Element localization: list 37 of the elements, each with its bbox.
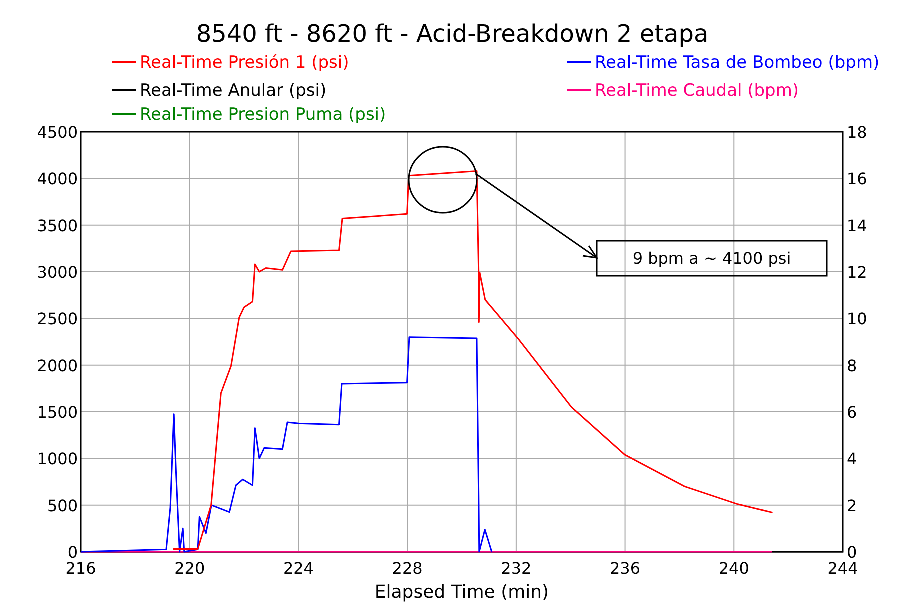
y2-tick-label: 10	[847, 310, 868, 329]
legend-label: Real-Time Presión 1 (psi)	[140, 53, 350, 73]
annotation: 9 bpm a ~ 4100 psi	[632, 249, 792, 268]
x-tick-label: 220	[174, 559, 206, 578]
y2-tick-label: 12	[847, 263, 868, 282]
x-tick-label: 228	[392, 559, 423, 578]
x-tick-label: 240	[718, 559, 750, 578]
y-tick-label: 2500	[37, 310, 78, 329]
y2-tick-label: 0	[847, 543, 858, 562]
y2-tick-label: 6	[847, 403, 858, 422]
y-tick-label: 1500	[37, 403, 78, 422]
y-tick-label: 4500	[37, 123, 78, 142]
y-tick-label: 1000	[37, 450, 78, 469]
y-tick-label: 2000	[37, 356, 78, 376]
x-tick-label: 244	[828, 559, 858, 578]
x-tick-label: 224	[283, 559, 314, 578]
legend-label: Real-Time Anular (psi)	[140, 81, 327, 101]
y-tick-label: 3000	[37, 263, 78, 282]
x-tick-label: 216	[66, 559, 96, 578]
y2-tick-label: 4	[847, 450, 858, 469]
y2-tick-label: 16	[847, 170, 868, 189]
y2-tick-label: 18	[847, 123, 868, 142]
y-tick-label: 4000	[37, 170, 78, 189]
x-tick-label: 236	[610, 559, 641, 578]
y-tick-label: 0	[68, 543, 78, 562]
y2-tick-label: 2	[847, 496, 858, 516]
y2-tick-label: 14	[847, 216, 868, 236]
legend-label: Real-Time Caudal (bpm)	[595, 81, 800, 101]
legend-label: Real-Time Presion Puma (psi)	[140, 105, 386, 125]
chart-title: 8540 ft - 8620 ft - Acid-Breakdown 2 etapa	[196, 20, 709, 48]
x-tick-label: 232	[501, 559, 532, 578]
y2-tick-label: 8	[847, 356, 858, 376]
line-series	[80, 336, 493, 553]
y-tick-label: 500	[47, 496, 78, 516]
x-axis-title: Elapsed Time (min)	[374, 582, 550, 603]
y-tick-label: 3500	[37, 216, 78, 236]
legend-label: Real-Time Tasa de Bombeo (bpm)	[595, 53, 880, 73]
